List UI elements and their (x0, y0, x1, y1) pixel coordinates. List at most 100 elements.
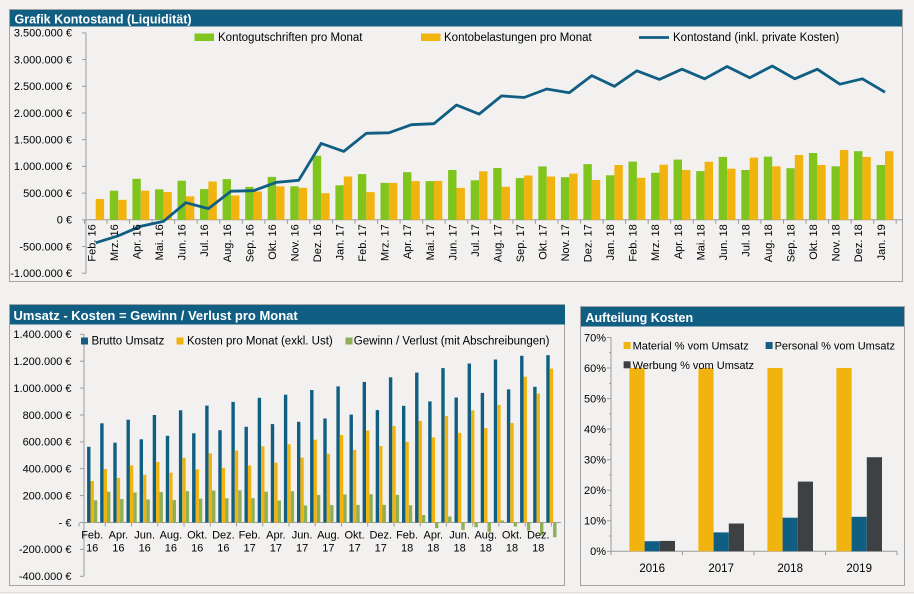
svg-text:70%: 70% (584, 332, 606, 344)
svg-text:Gewinn / Verlust (mit Abschrei: Gewinn / Verlust (mit Abschreibungen) (354, 336, 550, 348)
svg-text:Jun. 17: Jun. 17 (447, 224, 459, 260)
svg-text:Aug. 16: Aug. 16 (222, 224, 234, 262)
svg-text:18: 18 (427, 543, 439, 555)
svg-text:10%: 10% (584, 516, 606, 528)
svg-text:Jan. 19: Jan. 19 (876, 224, 888, 260)
svg-text:17: 17 (348, 543, 360, 555)
svg-text:Feb. 17: Feb. 17 (357, 224, 369, 261)
svg-text:Mrz. 16: Mrz. 16 (109, 224, 121, 261)
svg-text:18: 18 (401, 543, 413, 555)
svg-text:3.000.000 €: 3.000.000 € (14, 54, 72, 66)
svg-text:2018: 2018 (777, 563, 803, 575)
svg-text:Jul. 18: Jul. 18 (741, 224, 753, 256)
svg-text:-500.000 €: -500.000 € (19, 241, 72, 253)
svg-text:Dez. 16: Dez. 16 (312, 224, 324, 262)
svg-text:18: 18 (453, 543, 465, 555)
svg-text:Dez.: Dez. (212, 530, 235, 542)
svg-text:1.500.000 €: 1.500.000 € (14, 135, 72, 147)
svg-text:Mai. 18: Mai. 18 (695, 224, 707, 260)
svg-text:Aufteilung Kosten: Aufteilung Kosten (586, 311, 694, 325)
svg-text:Dez.: Dez. (369, 530, 392, 542)
svg-text:17: 17 (375, 543, 387, 555)
svg-text:Okt.: Okt. (502, 530, 522, 542)
svg-text:1.000.000 €: 1.000.000 € (14, 161, 72, 173)
svg-text:-400.000 €: -400.000 € (19, 571, 72, 583)
svg-text:16: 16 (139, 543, 151, 555)
svg-text:Apr.: Apr. (424, 530, 444, 542)
svg-text:Jul. 17: Jul. 17 (470, 224, 482, 256)
svg-text:16: 16 (86, 543, 98, 555)
svg-text:Okt.: Okt. (187, 530, 207, 542)
svg-text:Mrz. 18: Mrz. 18 (650, 224, 662, 261)
svg-text:60%: 60% (584, 363, 606, 375)
svg-text:400.000 €: 400.000 € (23, 464, 72, 476)
svg-text:Apr. 17: Apr. 17 (402, 224, 414, 259)
svg-text:800.000 €: 800.000 € (23, 410, 72, 422)
svg-text:Feb. 18: Feb. 18 (628, 224, 640, 261)
svg-text:Kosten pro Monat (exkl. Ust): Kosten pro Monat (exkl. Ust) (187, 336, 333, 348)
svg-text:Aug.: Aug. (474, 530, 497, 542)
svg-text:2.500.000 €: 2.500.000 € (14, 81, 72, 93)
svg-text:Dez. 18: Dez. 18 (853, 224, 865, 262)
svg-text:2016: 2016 (639, 563, 665, 575)
svg-text:Apr.: Apr. (266, 530, 286, 542)
svg-text:3.500.000 €: 3.500.000 € (14, 28, 72, 40)
svg-text:1.000.000 €: 1.000.000 € (13, 383, 71, 395)
svg-text:Material % vom Umsatz: Material % vom Umsatz (633, 341, 749, 353)
svg-text:Okt. 16: Okt. 16 (267, 224, 279, 259)
svg-text:18: 18 (480, 543, 492, 555)
svg-text:Okt. 17: Okt. 17 (538, 224, 550, 259)
svg-text:Apr.: Apr. (109, 530, 129, 542)
svg-text:Aug.: Aug. (317, 530, 340, 542)
svg-text:Personal % vom Umsatz: Personal % vom Umsatz (775, 341, 895, 353)
svg-text:1.400.000 €: 1.400.000 € (13, 329, 71, 341)
svg-text:Grafik Kontostand (Liquidität): Grafik Kontostand (Liquidität) (15, 12, 192, 26)
svg-text:Nov. 16: Nov. 16 (290, 224, 302, 261)
svg-text:200.000 €: 200.000 € (23, 490, 72, 502)
svg-text:2017: 2017 (708, 563, 734, 575)
svg-text:Aug. 18: Aug. 18 (763, 224, 775, 262)
svg-text:Nov. 18: Nov. 18 (831, 224, 843, 261)
svg-text:Jan. 17: Jan. 17 (335, 224, 347, 260)
svg-text:Jun.: Jun. (134, 530, 155, 542)
svg-text:Jun. 16: Jun. 16 (177, 224, 189, 260)
svg-text:-1.000.000 €: -1.000.000 € (10, 268, 72, 280)
svg-text:Kontobelastungen pro Monat: Kontobelastungen pro Monat (444, 32, 592, 44)
svg-text:16: 16 (165, 543, 177, 555)
svg-text:Jul. 16: Jul. 16 (199, 224, 211, 256)
svg-text:30%: 30% (584, 455, 606, 467)
svg-text:Sep. 18: Sep. 18 (786, 224, 798, 262)
svg-text:2019: 2019 (846, 563, 872, 575)
svg-text:16: 16 (191, 543, 203, 555)
svg-text:Feb.: Feb. (81, 530, 103, 542)
svg-text:16: 16 (217, 543, 229, 555)
svg-text:2.000.000 €: 2.000.000 € (14, 108, 72, 120)
svg-text:50%: 50% (584, 393, 606, 405)
svg-text:1.200.000 €: 1.200.000 € (13, 356, 71, 368)
svg-text:Okt.: Okt. (345, 530, 365, 542)
svg-text:Aug. 17: Aug. 17 (492, 224, 504, 262)
svg-text:0%: 0% (590, 546, 606, 558)
svg-text:Jun. 18: Jun. 18 (718, 224, 730, 260)
svg-text:Brutto Umsatz: Brutto Umsatz (92, 336, 165, 348)
svg-text:-200.000 €: -200.000 € (19, 544, 72, 556)
svg-text:500.000 €: 500.000 € (23, 188, 72, 200)
svg-text:Mai. 17: Mai. 17 (425, 224, 437, 260)
svg-text:Aug.: Aug. (160, 530, 183, 542)
svg-text:Mrz. 17: Mrz. 17 (380, 224, 392, 261)
svg-text:Apr. 18: Apr. 18 (673, 224, 685, 259)
svg-text:17: 17 (322, 543, 334, 555)
svg-text:Umsatz - Kosten = Gewinn / Ver: Umsatz - Kosten = Gewinn / Verlust pro M… (14, 308, 299, 323)
svg-text:Jun.: Jun. (292, 530, 313, 542)
svg-text:Dez.: Dez. (527, 530, 550, 542)
svg-text:40%: 40% (584, 424, 606, 436)
svg-text:Kontogutschriften pro Monat: Kontogutschriften pro Monat (218, 32, 363, 44)
svg-text:Feb.: Feb. (239, 530, 261, 542)
svg-text:Sep. 17: Sep. 17 (515, 224, 527, 262)
svg-text:0 €: 0 € (57, 215, 72, 227)
svg-text:Dez. 17: Dez. 17 (583, 224, 595, 262)
svg-text:Apr. 16: Apr. 16 (132, 224, 144, 259)
svg-text:20%: 20% (584, 485, 606, 497)
svg-text:Feb.: Feb. (396, 530, 418, 542)
svg-text:Okt. 18: Okt. 18 (808, 224, 820, 259)
